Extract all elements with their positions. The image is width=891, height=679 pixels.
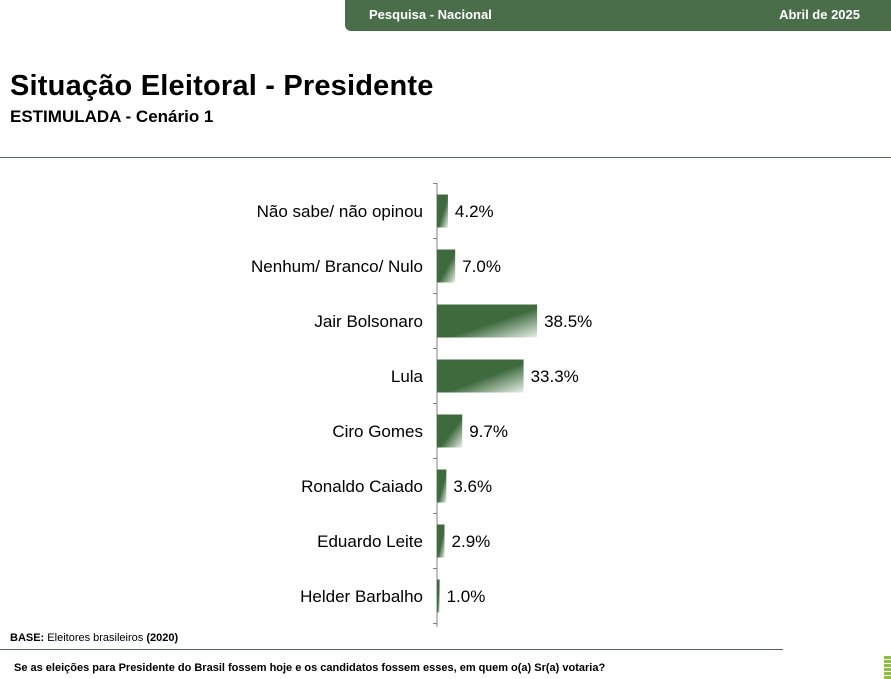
category-label: Ronaldo Caiado	[301, 477, 423, 496]
value-label: 9.7%	[469, 422, 508, 441]
bar	[437, 579, 440, 613]
category-label: Ciro Gomes	[332, 422, 423, 441]
value-label: 7.0%	[462, 257, 501, 276]
base-text: Eleitores brasileiros	[47, 632, 144, 644]
value-label: 1.0%	[447, 587, 486, 606]
corner-stripes-decoration	[884, 656, 891, 679]
page-title: Situação Eleitoral - Presidente	[10, 70, 434, 102]
bar-chart: Não sabe/ não opinou 4.2% Nenhum/ Branco/ …	[251, 183, 592, 627]
bar	[437, 414, 463, 448]
footer-divider	[0, 649, 783, 650]
value-label: 4.2%	[455, 202, 494, 221]
category-label: Não sabe/ não opinou	[257, 202, 423, 221]
category-label: Helder Barbalho	[300, 587, 423, 606]
category-label: Nenhum/ Branco/ Nulo	[251, 257, 423, 276]
header-bar: Pesquisa - Nacional Abril de 2025	[345, 0, 891, 31]
page-subtitle: ESTIMULADA - Cenário 1	[10, 107, 214, 126]
category-label: Jair Bolsonaro	[314, 312, 423, 331]
bar	[437, 359, 524, 393]
value-label: 38.5%	[544, 312, 592, 331]
survey-label: Pesquisa - Nacional	[369, 7, 492, 22]
base-year: (2020)	[146, 632, 179, 644]
bar	[437, 304, 538, 338]
survey-question: Se as eleições para Presidente do Brasil…	[14, 662, 606, 674]
value-label: 3.6%	[453, 477, 492, 496]
category-label: Lula	[391, 367, 424, 386]
base-note: BASE: Eleitores brasileiros (2020)	[10, 632, 178, 644]
bar	[437, 469, 447, 503]
value-label: 33.3%	[531, 367, 579, 386]
date-label: Abril de 2025	[779, 7, 860, 22]
base-label: BASE:	[10, 632, 45, 644]
bar	[437, 194, 448, 228]
bar	[437, 249, 456, 283]
category-label: Eduardo Leite	[317, 532, 423, 551]
value-label: 2.9%	[452, 532, 491, 551]
header-divider	[0, 157, 891, 158]
bar	[437, 524, 445, 558]
